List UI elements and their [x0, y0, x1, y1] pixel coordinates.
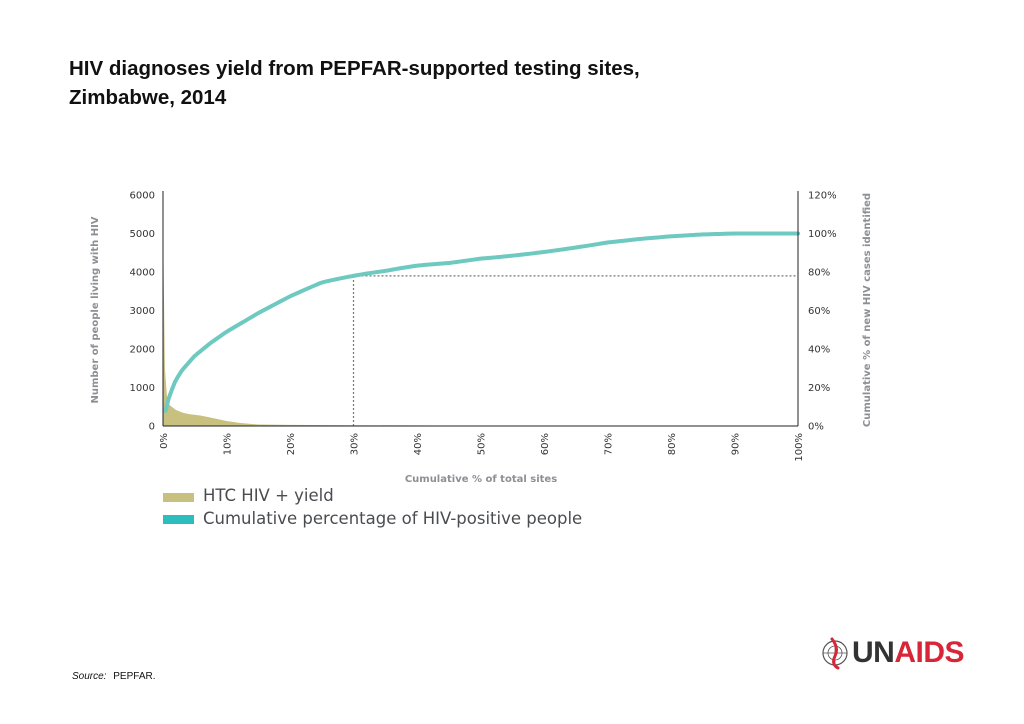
chart-title: HIV diagnoses yield from PEPFAR-supporte… — [69, 54, 829, 112]
y-right-tick-label: 0% — [808, 422, 824, 433]
y-left-tick-label: 6000 — [130, 191, 155, 202]
logo-text-aids: AIDS — [894, 636, 965, 669]
x-tick-label: 0% — [159, 433, 170, 449]
legend-swatch-cumulative — [163, 515, 194, 524]
x-tick-label: 70% — [604, 433, 615, 455]
chart-title-line2: Zimbabwe, 2014 — [69, 86, 227, 109]
legend-label-cumulative: Cumulative percentage of HIV-positive pe… — [203, 509, 582, 528]
y-left-tick-label: 1000 — [130, 383, 155, 394]
y-left-tick-label: 4000 — [130, 268, 155, 279]
y-left-tick-label: 0 — [149, 422, 155, 433]
y-right-tick-label: 100% — [808, 229, 837, 240]
source-note: Source: PEPFAR. — [72, 671, 156, 682]
x-tick-label: 10% — [223, 433, 234, 455]
x-tick-label: 90% — [731, 433, 742, 455]
tick-labels: 0 1000 2000 3000 4000 5000 6000 0% 20% 40% 60% 80% 1… — [130, 191, 837, 462]
x-tick-label: 100% — [794, 433, 805, 462]
y-right-tick-label: 80% — [808, 268, 830, 279]
x-tick-label: 60% — [540, 433, 551, 455]
x-tick-label: 50% — [477, 433, 488, 455]
y-axis-right-title: Cumulative % of new HIV cases identified — [862, 193, 873, 427]
un-emblem-icon — [822, 637, 848, 670]
x-tick-label: 20% — [286, 433, 297, 455]
y-right-tick-label: 40% — [808, 345, 830, 356]
legend-label-htc: HTC HIV + yield — [203, 486, 334, 505]
y-right-tick-label: 60% — [808, 306, 830, 317]
x-tick-label: 80% — [667, 433, 678, 455]
plot-area — [163, 225, 800, 426]
y-right-tick-label: 120% — [808, 191, 837, 202]
y-left-tick-label: 5000 — [130, 229, 155, 240]
cumulative-percentage-line — [163, 231, 800, 413]
logo-text-un: UN — [852, 636, 895, 669]
y-left-tick-label: 2000 — [130, 345, 155, 356]
chart-title-line1: HIV diagnoses yield from PEPFAR-supporte… — [69, 57, 640, 80]
legend: HTC HIV + yield Cumulative percentage of… — [163, 486, 582, 528]
source-text: PEPFAR. — [113, 671, 156, 682]
source-label: Source: — [72, 671, 107, 682]
legend-swatch-htc — [163, 493, 194, 502]
x-axis-title: Cumulative % of total sites — [405, 474, 557, 485]
x-tick-label: 40% — [413, 433, 424, 455]
unaids-logo: UN AIDS — [818, 636, 965, 670]
x-tick-label: 30% — [350, 433, 361, 455]
y-axis-left-title: Number of people living with HIV — [90, 216, 101, 403]
y-right-tick-label: 20% — [808, 383, 830, 394]
axes — [162, 191, 799, 427]
htc-yield-area — [163, 225, 462, 426]
y-left-tick-label: 3000 — [130, 306, 155, 317]
